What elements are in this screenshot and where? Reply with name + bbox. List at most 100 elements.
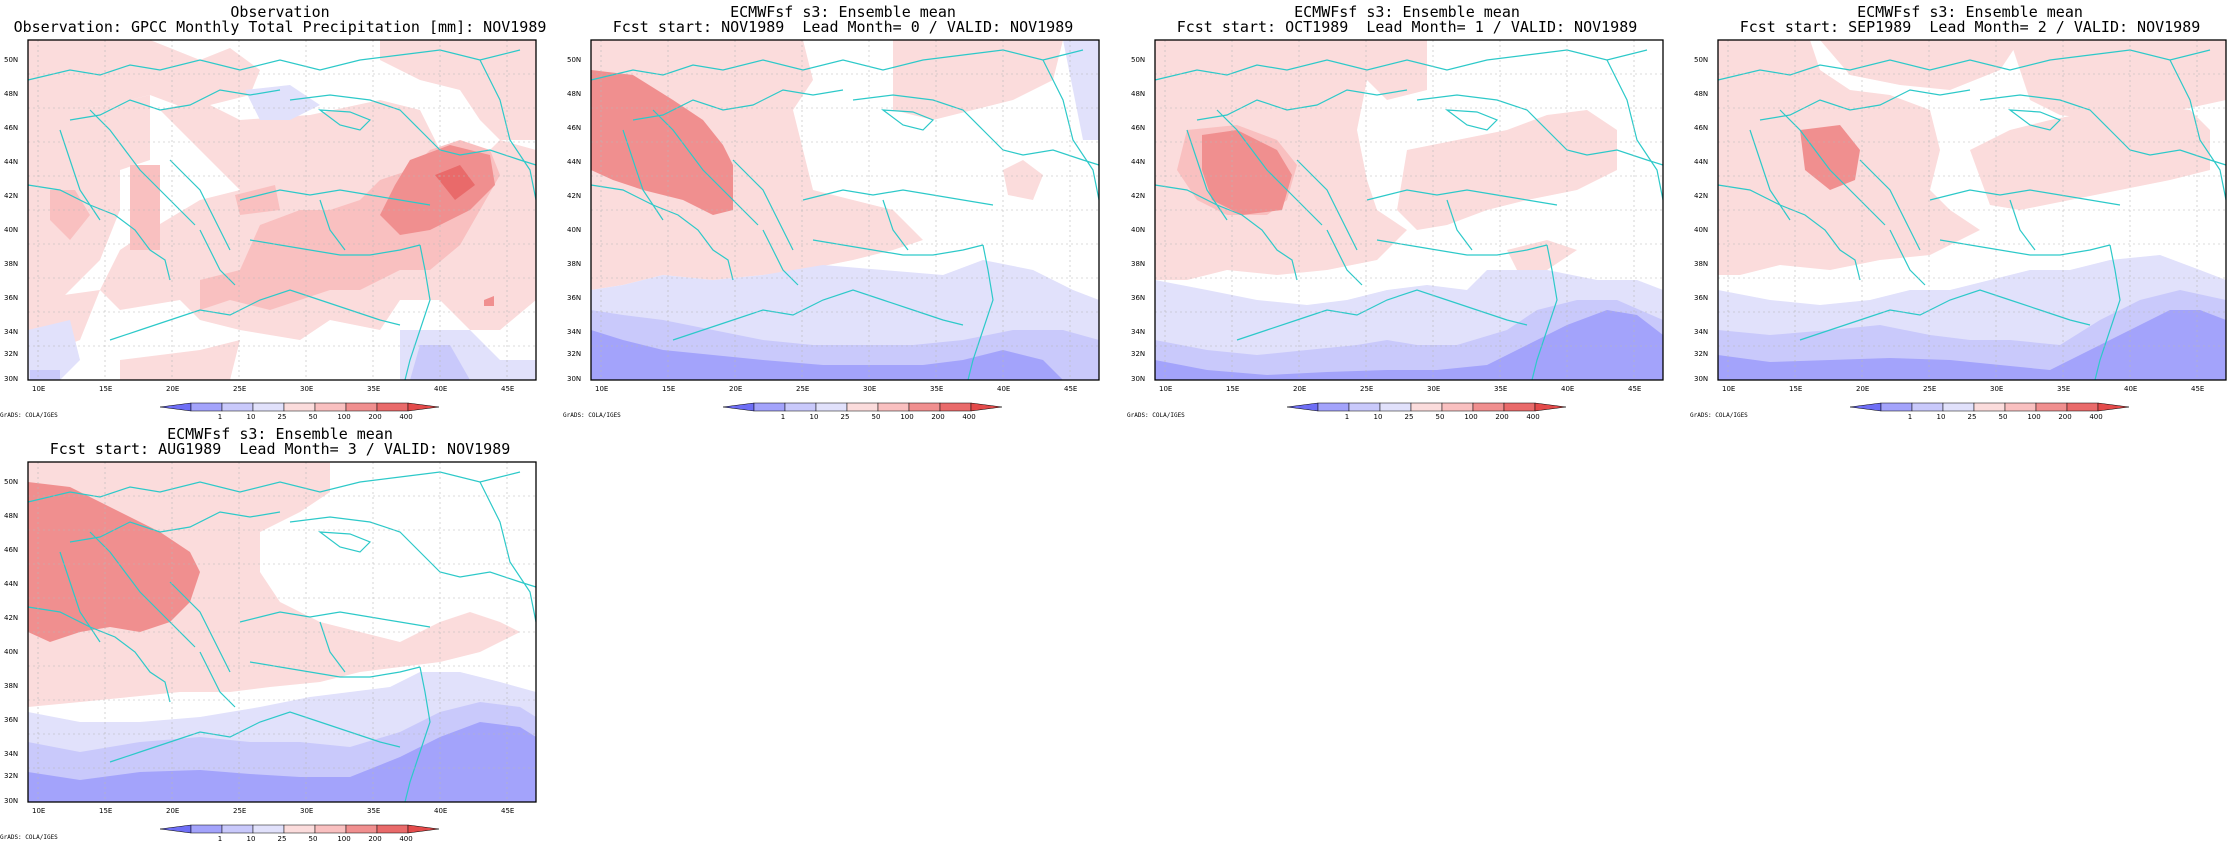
gridlines [1155,40,1663,380]
colorbar-segment [159,824,192,834]
colorbar-tick-label: 200 [368,835,381,842]
colorbar-tick-label: 100 [1464,413,1477,420]
colorbar-segment [2035,402,2068,412]
lon-labels: 10E 15E 20E 25E 30E 35E 40E 45E [32,385,514,393]
svg-text:38N: 38N [567,260,581,268]
colorbar-segment [252,402,285,412]
colorbar-segment [2004,402,2037,412]
gridlines [28,40,536,380]
colorbar-tick-label: 400 [399,413,412,420]
svg-text:45E: 45E [501,385,514,393]
colorbar-segment [846,402,879,412]
svg-text:40E: 40E [434,385,447,393]
svg-text:35E: 35E [930,385,943,393]
colorbar-segment [1880,402,1913,412]
svg-text:40N: 40N [4,648,18,656]
colorbar-tick-label: 200 [2058,413,2071,420]
svg-text:15E: 15E [99,807,112,815]
svg-text:44N: 44N [4,580,18,588]
colorbar-segment [1286,402,1319,412]
panel-subtitle: Observation: GPCC Monthly Total Precipit… [13,18,547,36]
lon-labels: 10E 15E 20E 25E 30E 35E 40E 45E [32,807,514,815]
svg-text:42N: 42N [567,192,581,200]
svg-text:32N: 32N [4,772,18,780]
svg-text:15E: 15E [1789,385,1802,393]
colorbar-segment [314,402,347,412]
colorbar-tick-label: 400 [1526,413,1539,420]
colorbar-tick-label: 1 [1908,413,1912,420]
panel-title: ECMWFsf s3: Ensemble mean [1857,3,2083,21]
svg-text:50N: 50N [1694,56,1708,64]
svg-text:30N: 30N [1694,375,1708,383]
svg-text:35E: 35E [1494,385,1507,393]
colorbar-tick-label: 50 [309,835,318,842]
grads-credit: GrADS: COLA/IGES [1690,412,1748,419]
colorbar: 1 10 25 50 100 200 400 [1286,402,1567,420]
colorbar-segment [221,824,254,834]
colorbar-segment [1441,402,1474,412]
svg-text:20E: 20E [166,807,179,815]
svg-text:40E: 40E [2124,385,2137,393]
svg-text:48N: 48N [4,512,18,520]
svg-text:42N: 42N [1131,192,1145,200]
colorbar-segment [1317,402,1350,412]
panel-subtitle: Fcst start: NOV1989 Lead Month= 0 / VALI… [612,18,1074,36]
colorbar-segment [970,402,1003,412]
colorbar-segment [908,402,941,412]
panel-subtitle: Fcst start: AUG1989 Lead Month= 3 / VALI… [49,440,511,458]
colorbar-tick-label: 100 [900,413,913,420]
svg-text:34N: 34N [1131,328,1145,336]
svg-text:15E: 15E [662,385,675,393]
colorbar-tick-label: 25 [1405,413,1414,420]
svg-text:44N: 44N [1131,158,1145,166]
colorbar-tick-label: 200 [368,413,381,420]
colorbar: 1 10 25 50 100 200 400 [1849,402,2130,420]
grads-credit: GrADS: COLA/IGES [0,412,58,419]
svg-text:42N: 42N [4,192,18,200]
colorbar-tick-label: 50 [309,413,318,420]
svg-text:45E: 45E [1064,385,1077,393]
svg-text:30N: 30N [1131,375,1145,383]
svg-text:35E: 35E [367,807,380,815]
colorbar-tick-label: 100 [337,413,350,420]
svg-text:40N: 40N [567,226,581,234]
colorbar-segment [877,402,910,412]
gridlines [1718,40,2226,380]
map-panel-lead1: ECMWFsf s3: Ensemble mean Fcst start: OC… [1127,0,1687,420]
map-panel-lead3: ECMWFsf s3: Ensemble mean Fcst start: AU… [0,422,560,842]
colorbar-segment [815,402,848,412]
svg-text:48N: 48N [567,90,581,98]
svg-text:46N: 46N [4,546,18,554]
svg-text:38N: 38N [1131,260,1145,268]
shaded-fields [28,462,536,802]
colorbar-tick-label: 1 [218,835,222,842]
svg-text:48N: 48N [1694,90,1708,98]
svg-text:30E: 30E [300,385,313,393]
colorbar-tick-label: 10 [810,413,819,420]
svg-text:40E: 40E [434,807,447,815]
colorbar-segment [252,824,285,834]
svg-text:40N: 40N [1694,226,1708,234]
svg-text:46N: 46N [1694,124,1708,132]
colorbar-tick-label: 100 [2027,413,2040,420]
colorbar-segment [345,824,378,834]
gridlines [28,462,536,802]
svg-text:32N: 32N [4,350,18,358]
colorbar-segment [939,402,972,412]
svg-text:32N: 32N [1694,350,1708,358]
lat-labels: 50N 48N 46N 44N 42N 40N 38N 36N 34N 32N … [1694,56,1708,383]
lat-labels: 50N 48N 46N 44N 42N 40N 38N 36N 34N 32N … [1131,56,1145,383]
panel-title: Observation [230,3,330,21]
svg-text:15E: 15E [99,385,112,393]
svg-text:10E: 10E [32,807,45,815]
shaded-fields [1718,40,2226,380]
precip-map: 50N 48N 46N 44N 42N 40N 38N 36N 34N 32N … [1131,39,1664,420]
svg-text:50N: 50N [1131,56,1145,64]
svg-text:34N: 34N [1694,328,1708,336]
svg-text:30N: 30N [4,375,18,383]
colorbar-tick-label: 50 [1436,413,1445,420]
gridlines [591,40,1099,380]
svg-text:40N: 40N [4,226,18,234]
colorbar-segment [345,402,378,412]
lat-labels: 50N 48N 46N 44N 42N 40N 38N 36N 34N 32N … [4,56,18,383]
